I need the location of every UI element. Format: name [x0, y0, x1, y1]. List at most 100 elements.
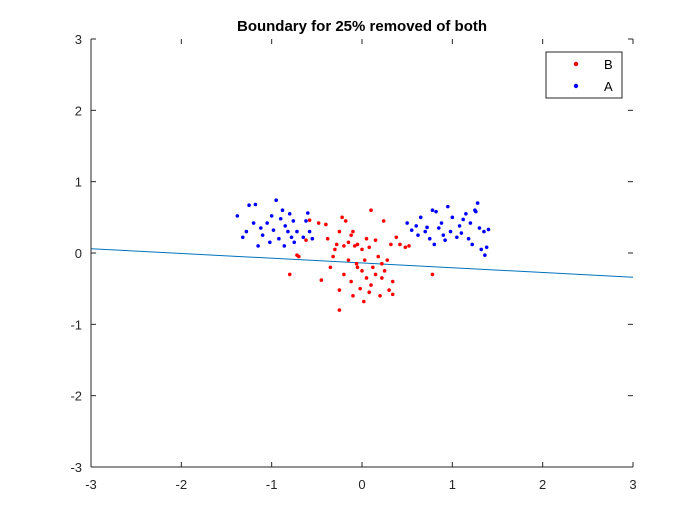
data-point-a: [265, 221, 269, 225]
data-point-b: [362, 258, 367, 262]
data-point-a: [418, 215, 423, 220]
data-point-b: [367, 290, 372, 295]
data-point-a: [304, 219, 308, 223]
data-point-a: [466, 236, 471, 241]
data-point-a: [484, 245, 489, 250]
data-point-a: [240, 235, 245, 240]
x-axis-ticks: -3 -2 -1 0 1 2 3: [85, 39, 637, 492]
data-point-b: [373, 238, 378, 242]
data-point-a: [277, 236, 281, 241]
data-point-b: [333, 247, 337, 252]
data-point-b: [367, 245, 372, 250]
data-point-a: [306, 211, 310, 215]
data-point-a: [260, 233, 265, 237]
chart-title: Boundary for 25% removed of both: [237, 18, 487, 35]
data-point-a: [253, 202, 258, 207]
data-point-a: [292, 240, 297, 245]
data-point-a: [274, 198, 278, 203]
data-point-b: [355, 265, 360, 270]
data-point-b: [334, 242, 339, 247]
data-point-b: [430, 272, 435, 277]
data-point-a: [468, 221, 473, 225]
data-point-a: [235, 214, 240, 218]
data-point-b: [287, 272, 292, 277]
data-point-a: [256, 244, 260, 248]
data-point-a: [423, 229, 428, 234]
data-point-a: [251, 221, 256, 225]
data-point-a: [461, 217, 465, 222]
data-point-b: [316, 221, 321, 225]
series-b: [287, 208, 435, 312]
x-tick-label: 0: [358, 477, 365, 492]
data-point-b: [346, 240, 351, 245]
data-point-b: [382, 269, 387, 273]
data-point-b: [337, 308, 342, 312]
decision-boundary-line: [91, 248, 633, 278]
data-point-b: [390, 292, 395, 297]
y-tick-label: -1: [70, 317, 82, 332]
x-tick-label: 1: [449, 477, 456, 492]
x-tick-label: -2: [176, 477, 188, 492]
data-point-b: [342, 244, 346, 248]
data-point-b: [380, 261, 384, 266]
legend: B A: [545, 51, 623, 99]
data-point-b: [390, 279, 395, 284]
legend-marker-b: [573, 61, 579, 67]
data-point-a: [470, 242, 475, 247]
data-point-b: [376, 254, 381, 259]
data-point-b: [342, 272, 346, 277]
data-point-a: [283, 224, 288, 228]
data-point-a: [291, 219, 296, 223]
data-point-a: [443, 238, 447, 242]
data-point-b: [328, 265, 333, 270]
data-point-a: [482, 229, 486, 234]
plot-area: -3 -2 -1 0 1 2 3 -3 -2 -1 0 1 2 3: [70, 32, 636, 492]
data-point-b: [351, 229, 355, 234]
data-point-b: [403, 245, 408, 250]
y-tick-label: 1: [75, 175, 82, 190]
data-point-a: [259, 226, 263, 230]
data-point-b: [331, 254, 335, 259]
x-tick-label: 2: [539, 477, 546, 492]
x-tick-label: -1: [266, 477, 278, 492]
data-point-a: [269, 214, 274, 218]
data-point-a: [416, 233, 420, 237]
data-point-a: [483, 253, 487, 257]
data-point-b: [369, 283, 373, 287]
series-a: [235, 198, 491, 257]
data-point-a: [286, 229, 290, 234]
y-tick-label: 0: [75, 246, 82, 261]
data-point-a: [464, 211, 468, 216]
data-point-b: [349, 279, 353, 284]
points-layer: [235, 198, 491, 312]
data-point-b: [351, 294, 355, 298]
data-point-b: [371, 265, 375, 270]
data-point-a: [244, 229, 249, 234]
data-point-a: [271, 228, 276, 232]
data-point-a: [427, 236, 432, 241]
data-point-a: [450, 215, 455, 220]
data-point-a: [439, 221, 444, 225]
data-point-b: [325, 236, 330, 241]
x-tick-label: 3: [629, 477, 636, 492]
data-point-a: [247, 203, 251, 208]
data-point-b: [343, 219, 348, 223]
data-point-b: [407, 244, 411, 248]
x-tick-label: -3: [85, 477, 97, 492]
data-point-b: [354, 261, 359, 266]
data-point-b: [360, 269, 364, 273]
data-point-b: [364, 276, 369, 280]
data-point-b: [378, 294, 382, 298]
data-point-b: [358, 286, 362, 291]
data-point-b: [352, 244, 357, 248]
data-point-a: [287, 211, 292, 216]
data-point-b: [360, 247, 364, 252]
data-point-b: [349, 233, 353, 237]
data-point-a: [301, 235, 306, 240]
boundary-layer: [91, 248, 633, 278]
data-point-a: [425, 225, 429, 230]
data-point-a: [448, 229, 453, 234]
data-point-b: [319, 278, 324, 282]
data-point-b: [337, 229, 342, 234]
